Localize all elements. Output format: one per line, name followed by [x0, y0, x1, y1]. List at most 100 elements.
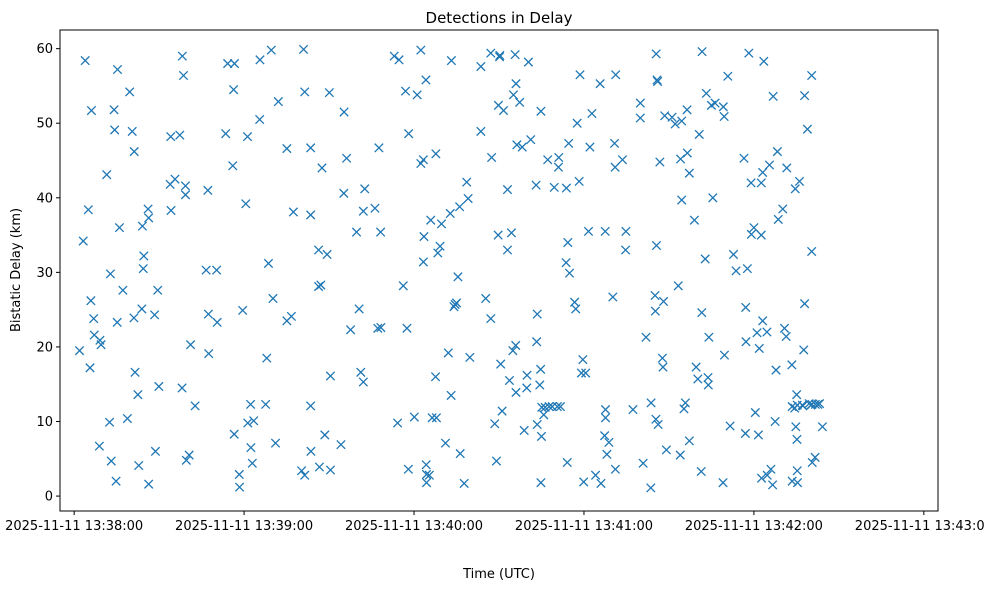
data-point: [106, 456, 116, 466]
data-point: [792, 434, 802, 445]
data-point: [767, 480, 778, 490]
data-point: [431, 149, 441, 159]
data-point: [502, 245, 513, 255]
data-point: [166, 131, 176, 142]
data-point: [245, 399, 256, 410]
data-point: [149, 310, 160, 320]
data-point: [345, 325, 356, 335]
data-point: [412, 90, 422, 100]
data-point: [255, 55, 265, 65]
data-point: [536, 106, 546, 116]
data-point: [105, 269, 116, 279]
data-point: [523, 57, 534, 67]
data-point: [749, 222, 759, 233]
data-point: [138, 263, 148, 274]
data-point: [677, 116, 687, 126]
data-point: [263, 258, 274, 269]
data-point: [260, 399, 271, 410]
data-point: [316, 280, 326, 290]
data-point: [661, 445, 672, 455]
data-point: [110, 125, 120, 135]
data-point: [358, 377, 368, 387]
data-point: [446, 55, 457, 66]
data-point: [305, 401, 316, 411]
data-point: [781, 331, 791, 342]
data-point: [535, 364, 546, 374]
data-point: [739, 153, 749, 163]
data-point: [561, 183, 572, 193]
data-point: [677, 195, 687, 205]
data-point: [419, 231, 429, 242]
data-point: [807, 246, 817, 257]
data-point: [356, 367, 366, 377]
data-point: [511, 387, 521, 398]
data-point: [564, 268, 575, 278]
data-point: [628, 404, 638, 415]
data-point: [143, 204, 153, 214]
data-point: [306, 446, 316, 457]
data-point: [585, 142, 595, 152]
data-point: [270, 438, 281, 448]
data-point: [203, 309, 214, 319]
data-point: [494, 52, 505, 62]
data-point: [112, 64, 123, 75]
data-point: [305, 210, 316, 220]
data-point: [130, 367, 140, 377]
data-point: [646, 398, 656, 408]
data-point: [561, 258, 571, 268]
data-point: [798, 401, 808, 411]
y-tick-label: 0: [45, 490, 53, 505]
data-point: [430, 372, 441, 382]
data-point: [762, 470, 772, 480]
data-point: [621, 226, 631, 237]
data-point: [229, 429, 239, 439]
data-point: [562, 457, 572, 468]
data-point: [481, 293, 491, 304]
data-point: [129, 313, 139, 323]
data-point: [771, 365, 781, 375]
data-point: [744, 48, 754, 58]
data-point: [177, 51, 188, 61]
data-point: [599, 431, 610, 441]
data-point: [535, 380, 545, 390]
data-point: [493, 230, 503, 240]
data-point: [710, 98, 720, 108]
data-point: [298, 44, 309, 55]
data-point: [807, 70, 817, 81]
data-point: [508, 346, 518, 356]
data-point: [673, 281, 683, 291]
data-point: [787, 360, 797, 370]
data-point: [532, 337, 542, 347]
data-point: [682, 148, 693, 158]
data-point: [300, 87, 310, 97]
data-point: [336, 439, 346, 450]
data-point: [554, 152, 564, 163]
data-point: [610, 464, 621, 474]
data-point: [555, 401, 566, 412]
data-point: [454, 202, 465, 212]
data-point: [376, 322, 386, 333]
data-point: [817, 422, 828, 432]
data-point: [750, 407, 760, 418]
x-tick-label: 2025-11-11 13:42:00: [685, 519, 823, 534]
data-point: [574, 176, 584, 187]
data-point: [770, 416, 780, 427]
data-point: [652, 75, 662, 85]
data-point: [317, 163, 327, 173]
data-point: [150, 446, 161, 457]
data-point: [653, 419, 663, 430]
data-point: [286, 311, 297, 322]
data-point: [553, 162, 564, 172]
data-point: [133, 390, 143, 400]
data-point: [703, 372, 713, 383]
data-point: [86, 105, 97, 116]
data-point: [229, 58, 240, 69]
data-point: [689, 215, 700, 225]
data-point: [544, 401, 554, 412]
data-point: [246, 442, 256, 453]
data-point: [137, 221, 148, 231]
y-tick-label: 40: [36, 191, 53, 206]
x-tick-label: 2025-11-11 13:41:00: [515, 519, 653, 534]
data-point: [125, 87, 135, 97]
data-point: [814, 398, 825, 409]
